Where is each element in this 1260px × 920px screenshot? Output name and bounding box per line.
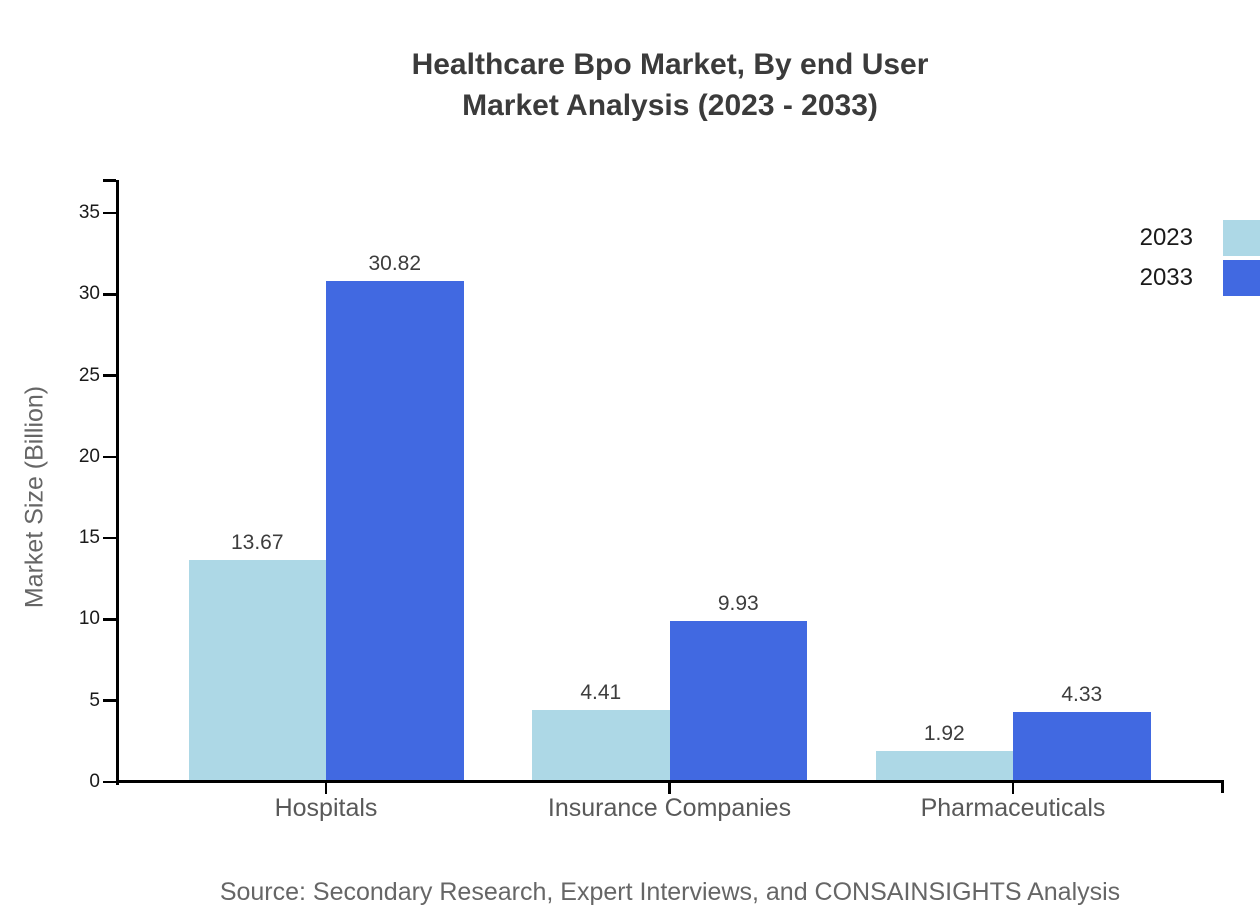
legend-swatch-2023 bbox=[1223, 220, 1260, 256]
bar-2023-insurance-companies bbox=[532, 710, 670, 782]
legend-label-2023: 2023 bbox=[1139, 224, 1193, 251]
y-tick-mark bbox=[102, 699, 116, 702]
y-tick-label: 25 bbox=[78, 364, 100, 386]
bar-value-label: 4.41 bbox=[580, 681, 622, 705]
bar-value-label: 13.67 bbox=[230, 530, 284, 554]
bar-2023-pharmaceuticals bbox=[875, 750, 1013, 782]
y-tick-mark bbox=[102, 374, 116, 377]
y-axis-end-cap bbox=[102, 179, 116, 182]
y-axis-line bbox=[115, 180, 119, 785]
y-tick-mark bbox=[102, 536, 116, 540]
bar-2033-pharmaceuticals bbox=[1013, 711, 1151, 782]
y-tick-label: 10 bbox=[78, 608, 100, 630]
category-label: Insurance Companies bbox=[547, 794, 792, 822]
y-tick-mark bbox=[102, 455, 116, 459]
x-axis-end-cap bbox=[1220, 780, 1224, 793]
y-tick-mark bbox=[102, 780, 116, 784]
y-tick-label: 35 bbox=[78, 202, 100, 223]
bar-value-label: 4.33 bbox=[1061, 682, 1103, 706]
y-tick-mark bbox=[102, 618, 116, 621]
x-tick-mark bbox=[324, 783, 328, 794]
bar-value-label: 9.93 bbox=[717, 591, 759, 615]
bar-value-label: 30.82 bbox=[368, 251, 422, 275]
x-axis-line bbox=[115, 780, 1224, 783]
bar-2023-hospitals bbox=[188, 559, 326, 782]
y-tick-label: 30 bbox=[78, 283, 100, 305]
y-tick-mark bbox=[102, 211, 116, 215]
y-tick-label: 20 bbox=[78, 445, 100, 467]
category-label: Pharmaceuticals bbox=[920, 794, 1106, 822]
y-tick-mark bbox=[102, 293, 116, 296]
bar-value-label: 1.92 bbox=[923, 721, 965, 745]
legend-label-2033: 2033 bbox=[1139, 264, 1193, 291]
category-label: Hospitals bbox=[274, 794, 378, 822]
y-tick-label: 15 bbox=[78, 527, 100, 549]
bar-2033-hospitals bbox=[326, 280, 464, 782]
x-tick-mark bbox=[668, 783, 671, 794]
y-tick-label: 0 bbox=[89, 771, 100, 792]
x-tick-mark bbox=[1011, 783, 1015, 794]
source-note: Source: Secondary Research, Expert Inter… bbox=[219, 878, 1121, 906]
chart-title: Healthcare Bpo Market, By end User Marke… bbox=[411, 48, 929, 122]
bar-2033-insurance-companies bbox=[669, 620, 807, 782]
y-tick-label: 5 bbox=[89, 689, 100, 711]
legend-swatch-2033 bbox=[1223, 260, 1260, 296]
